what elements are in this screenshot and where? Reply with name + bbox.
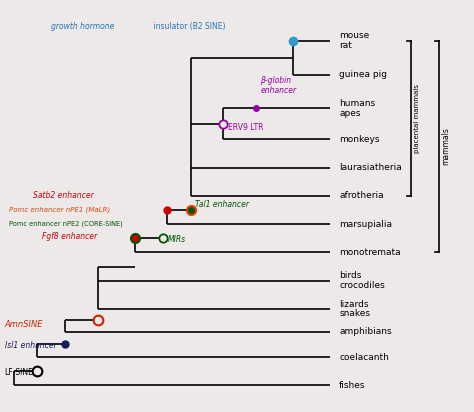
Text: birds
crocodiles: birds crocodiles [339,272,385,290]
Text: Pomc enhancer nPE2 (CORE-SINE): Pomc enhancer nPE2 (CORE-SINE) [9,221,123,227]
Text: Pomc enhancer nPE1 (MaLR): Pomc enhancer nPE1 (MaLR) [9,207,110,213]
Text: monkeys: monkeys [339,135,380,144]
Text: Tal1 enhancer: Tal1 enhancer [195,200,249,209]
Text: ERV9 LTR: ERV9 LTR [228,124,263,132]
Text: Fgf8 enhancer: Fgf8 enhancer [42,232,97,241]
Text: growth hormone: growth hormone [51,22,115,31]
Text: marsupialia: marsupialia [339,220,392,229]
Text: humans
apes: humans apes [339,99,375,118]
Text: β-globin
enhancer: β-globin enhancer [260,77,296,95]
Text: insulator (B2 SINE): insulator (B2 SINE) [151,22,226,31]
Text: monotremata: monotremata [339,248,401,257]
Text: lizards
snakes: lizards snakes [339,300,370,318]
Text: MIRs: MIRs [167,235,185,244]
Text: afrotheria: afrotheria [339,192,384,201]
Text: LF-SINE: LF-SINE [5,368,34,377]
Text: fishes: fishes [339,381,366,390]
Text: Satb2 enhancer: Satb2 enhancer [33,192,93,201]
Text: laurasiatheria: laurasiatheria [339,163,402,172]
Text: placental mammals: placental mammals [413,84,419,153]
Text: mammals: mammals [441,128,450,166]
Text: coelacanth: coelacanth [339,353,389,361]
Text: Isl1 enhancer: Isl1 enhancer [5,341,56,350]
Text: mouse
rat: mouse rat [339,31,369,50]
Text: AmnSINE: AmnSINE [5,320,43,329]
Text: guinea pig: guinea pig [339,70,387,79]
Text: amphibians: amphibians [339,327,392,336]
